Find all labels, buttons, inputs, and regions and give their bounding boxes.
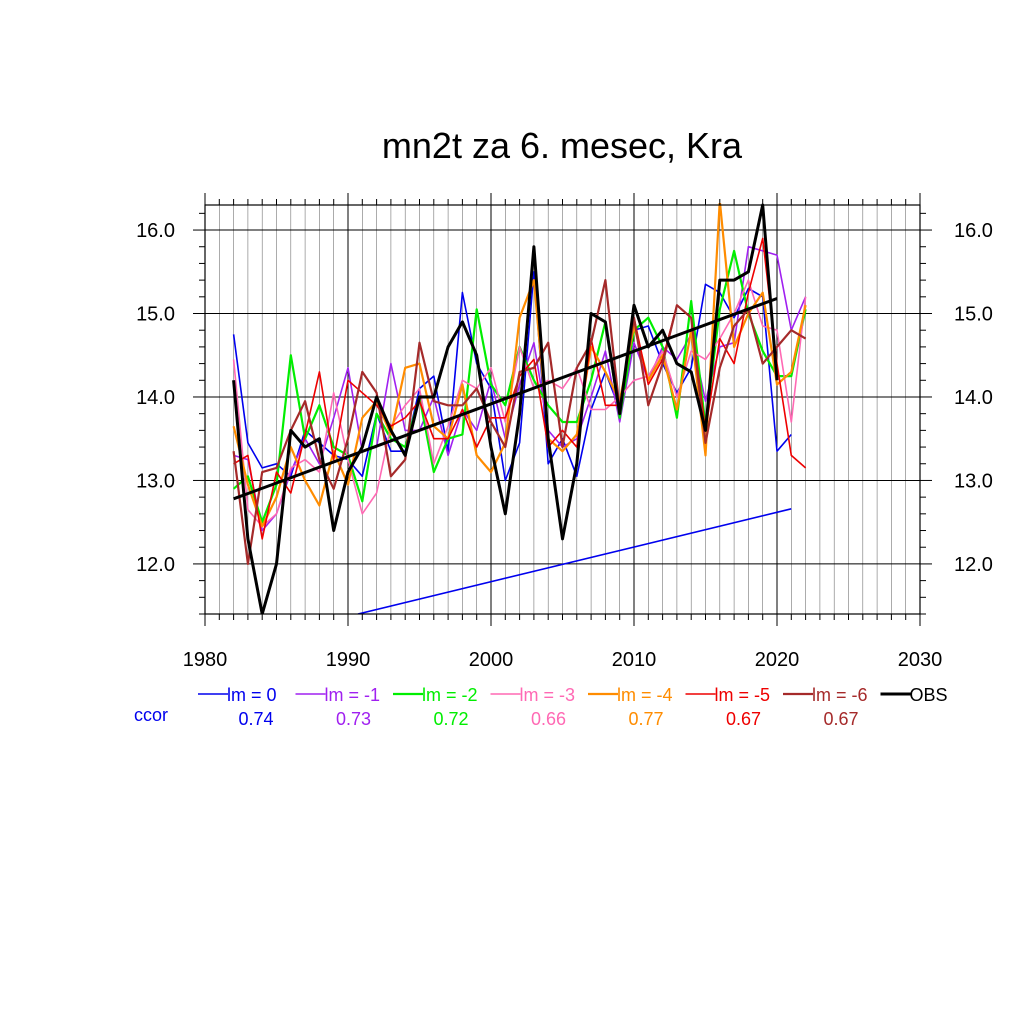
y-tick-label-right: 13.0 xyxy=(954,470,993,492)
ccor-value: 0.73 xyxy=(336,709,371,729)
x-tick-label: 2020 xyxy=(755,649,800,671)
legend: lm = 0 0.74 lm = -1 0.73 lm = -2 0.72 lm = -3 0… xyxy=(134,685,948,729)
ccor-value: 0.72 xyxy=(433,709,468,729)
legend-label: lm = -6 xyxy=(812,685,868,705)
legend-label: lm = -1 xyxy=(325,685,381,705)
grid-layer xyxy=(204,205,921,614)
ccor-value: 0.67 xyxy=(726,709,761,729)
series-line-lm-6 xyxy=(232,279,807,566)
x-tick-label: 2030 xyxy=(898,649,943,671)
ccor-value: 0.67 xyxy=(823,709,858,729)
ccor-value: 0.66 xyxy=(531,709,566,729)
y-tick-label-right: 16.0 xyxy=(954,220,993,242)
y-tick-label-right: 14.0 xyxy=(954,387,993,409)
series-line-obs xyxy=(232,203,779,614)
x-tick-label: 2010 xyxy=(612,649,657,671)
y-tick-label-left: 16.0 xyxy=(136,220,175,242)
y-tick-label-left: 13.0 xyxy=(136,470,175,492)
legend-label: lm = 0 xyxy=(227,685,277,705)
y-tick-label-right: 12.0 xyxy=(954,554,993,576)
axis-layer: 1980 1990 2000 2010 2020 2030 12.0 12.0 13.0 13.0… xyxy=(136,193,993,671)
chart-title: mn2t za 6. mesec, Kra xyxy=(382,125,743,166)
ccor-label: ccor xyxy=(134,705,168,725)
legend-label: lm = -2 xyxy=(422,685,478,705)
y-tick-label-left: 12.0 xyxy=(136,554,175,576)
y-tick-label-left: 15.0 xyxy=(136,304,175,326)
trend-line-lm-0-trend xyxy=(357,508,792,614)
legend-label: lm = -4 xyxy=(617,685,673,705)
y-tick-label-left: 14.0 xyxy=(136,387,175,409)
y-tick-label-right: 15.0 xyxy=(954,304,993,326)
x-tick-label: 1990 xyxy=(326,649,371,671)
x-tick-label: 2000 xyxy=(469,649,514,671)
ccor-value: 0.77 xyxy=(628,709,663,729)
legend-label: lm = -5 xyxy=(715,685,771,705)
trend-line-obs-trend xyxy=(233,297,778,501)
ccor-value: 0.74 xyxy=(238,709,273,729)
legend-label: lm = -3 xyxy=(520,685,576,705)
series-layer xyxy=(232,203,807,614)
x-tick-label: 1980 xyxy=(183,649,228,671)
legend-label: OBS xyxy=(910,685,948,705)
